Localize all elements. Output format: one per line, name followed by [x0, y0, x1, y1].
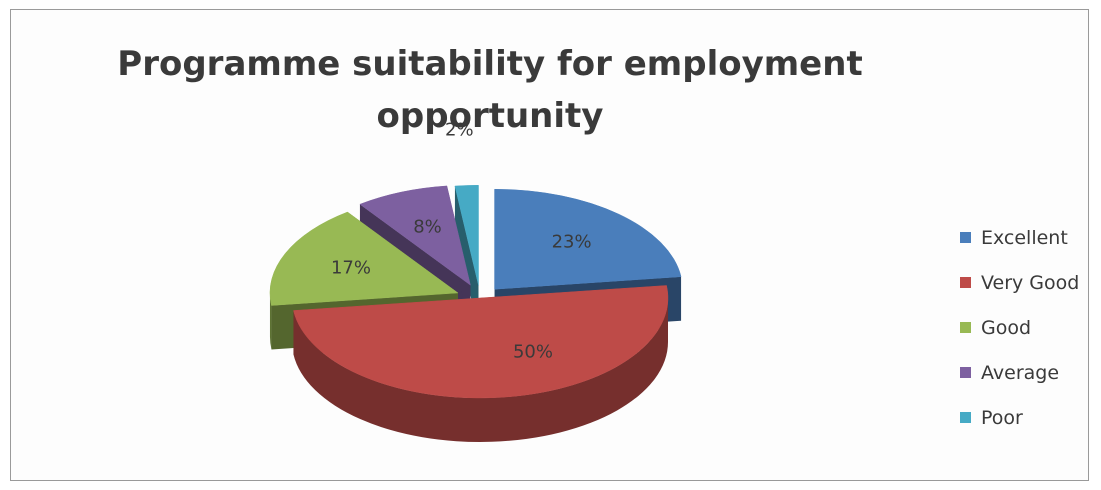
legend-swatch-average	[960, 367, 971, 378]
legend-swatch-good	[960, 322, 971, 333]
pie-slice-side-good	[269, 292, 272, 350]
pie-slice-top-poor	[454, 185, 479, 286]
legend-label-excellent: Excellent	[981, 226, 1068, 249]
chart-title: Programme suitability for employment opp…	[117, 44, 863, 136]
pie-slice-side-very-good	[293, 298, 669, 443]
data-label-excellent: 23%	[552, 232, 592, 253]
legend-item-very-good: Very Good	[960, 260, 1079, 305]
legend-label-good: Good	[981, 316, 1032, 339]
legend-item-poor: Poor	[960, 395, 1079, 440]
legend-item-average: Average	[960, 350, 1079, 395]
legend-label-very-good: Very Good	[981, 271, 1080, 294]
chart-legend: Excellent Very Good Good Average Poor	[960, 215, 1079, 440]
pie-slice-wall-poor-0	[454, 186, 479, 330]
data-label-good: 17%	[331, 257, 371, 278]
legend-item-good: Good	[960, 305, 1079, 350]
data-label-very-good: 50%	[513, 342, 553, 363]
legend-swatch-poor	[960, 412, 971, 423]
legend-swatch-very-good	[960, 277, 971, 288]
legend-item-excellent: Excellent	[960, 215, 1079, 260]
pie-slice-top-good	[269, 211, 459, 306]
data-label-poor: 2%	[445, 120, 474, 141]
legend-label-poor: Poor	[981, 406, 1023, 429]
legend-swatch-excellent	[960, 232, 971, 243]
pie-slice-top-excellent	[494, 188, 682, 290]
data-label-average: 8%	[413, 216, 442, 237]
pie-slice-very-good	[293, 285, 669, 443]
legend-label-average: Average	[981, 361, 1060, 384]
pie-slice-top-very-good	[293, 285, 669, 399]
pie-slice-poor	[454, 185, 479, 330]
pie-slice-top-average	[359, 185, 471, 286]
